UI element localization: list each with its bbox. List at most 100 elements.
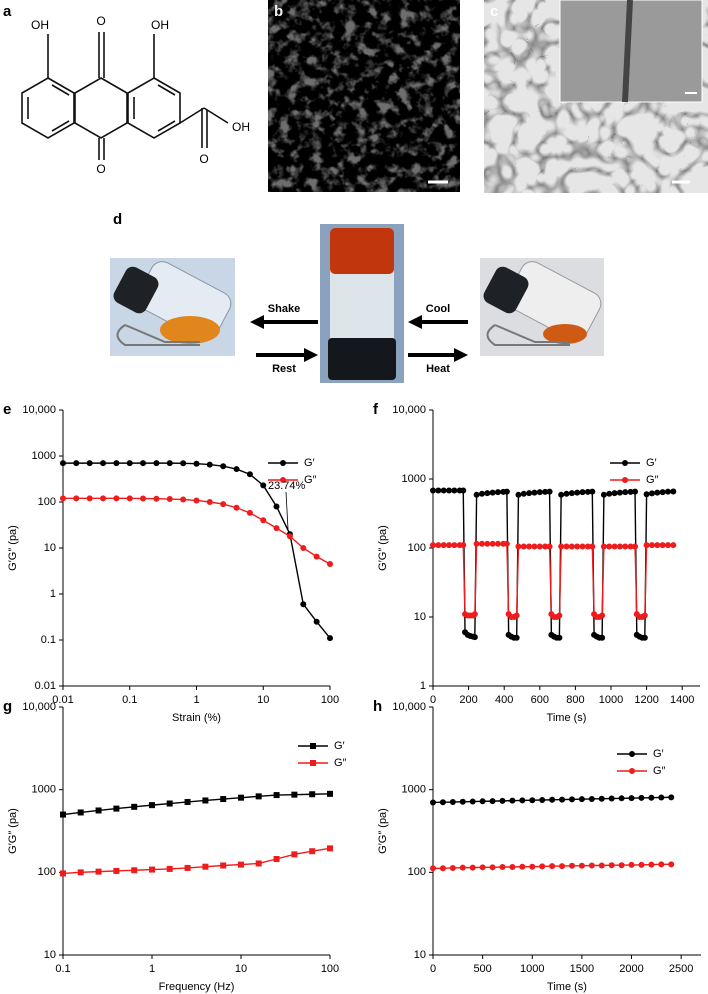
data-point	[546, 543, 553, 550]
data-point	[430, 799, 436, 806]
sem-texture	[268, 0, 460, 192]
data-point	[246, 471, 253, 478]
legend-marker	[629, 751, 635, 757]
data-point	[539, 796, 546, 803]
atom: OH	[232, 120, 250, 134]
x-tick-label: 1200	[634, 694, 658, 706]
y-tick-label: 100	[408, 542, 426, 554]
data-point	[542, 543, 549, 550]
legend-label: G″	[646, 474, 659, 486]
data-point	[313, 553, 320, 560]
x-tick-label: 100	[321, 963, 339, 975]
data-point	[608, 862, 615, 869]
data-point	[113, 867, 120, 874]
data-point	[473, 540, 480, 547]
data-point	[291, 791, 298, 798]
data-point	[546, 488, 553, 495]
data-point	[238, 794, 244, 801]
data-point	[643, 542, 650, 549]
legend-marker	[622, 460, 628, 466]
y-axis-label: G′G″ (pa)	[377, 525, 389, 571]
data-point	[77, 809, 84, 816]
data-point	[616, 543, 623, 550]
data-point	[77, 869, 84, 876]
data-point	[584, 543, 591, 550]
series-line	[62, 793, 331, 816]
data-point	[520, 490, 527, 497]
annotation: 23.74%	[268, 480, 306, 492]
data-point	[473, 491, 480, 498]
data-point	[478, 540, 485, 547]
data-point	[632, 488, 639, 495]
data-point	[95, 868, 102, 875]
y-tick-label: 10	[414, 949, 426, 961]
data-point	[599, 634, 606, 641]
data-point	[494, 489, 501, 496]
panel-label: a	[3, 3, 12, 20]
data-point	[460, 542, 467, 549]
data-point	[246, 509, 253, 516]
data-point	[559, 796, 566, 803]
data-point	[668, 794, 675, 801]
data-point	[628, 795, 635, 802]
panel-label: f	[373, 401, 379, 418]
data-point	[515, 543, 522, 550]
data-point	[220, 501, 227, 508]
data-point	[536, 543, 543, 550]
data-point	[180, 460, 187, 467]
data-point	[484, 490, 491, 497]
x-tick-label: 600	[531, 694, 549, 706]
data-point	[313, 618, 320, 625]
panel-label: h	[373, 698, 382, 715]
data-point	[654, 489, 661, 496]
legend-marker	[622, 477, 628, 483]
data-point	[149, 802, 155, 809]
data-point	[430, 542, 436, 549]
y-tick-label: 100	[38, 866, 56, 878]
data-point	[469, 798, 476, 805]
data-point	[654, 542, 661, 549]
data-point	[131, 803, 138, 810]
data-point	[643, 491, 650, 498]
x-axis-label: Time (s)	[547, 712, 587, 724]
data-point	[549, 863, 556, 870]
x-tick-label: 1000	[599, 694, 623, 706]
x-tick-label: 0.1	[122, 694, 137, 706]
photo-center	[320, 224, 404, 383]
x-tick-label: 500	[473, 963, 491, 975]
data-point	[494, 540, 501, 547]
data-point	[220, 796, 227, 803]
data-point	[260, 482, 267, 489]
data-point	[558, 491, 565, 498]
data-point	[459, 864, 466, 871]
data-point	[489, 864, 496, 871]
data-point	[471, 634, 478, 641]
data-point	[140, 460, 147, 467]
legend-marker	[310, 760, 316, 766]
arrows	[250, 315, 468, 362]
data-point	[556, 612, 563, 619]
data-point	[600, 491, 607, 498]
data-point	[113, 495, 120, 502]
data-point	[233, 466, 240, 473]
action-label: Shake	[268, 303, 300, 315]
y-tick-label: 1000	[32, 450, 56, 462]
data-point	[600, 543, 607, 550]
data-point	[664, 488, 671, 495]
data-point	[100, 495, 107, 502]
data-point	[670, 488, 677, 495]
atom: O	[96, 14, 105, 28]
data-point	[184, 864, 191, 871]
data-point	[435, 542, 442, 549]
data-point	[206, 499, 213, 505]
data-point	[628, 861, 635, 868]
x-axis-label: Time (s)	[547, 981, 587, 993]
data-point	[611, 543, 618, 550]
data-point	[327, 560, 333, 567]
data-point	[140, 495, 147, 502]
data-point	[153, 460, 160, 467]
data-point	[220, 862, 227, 869]
data-point	[273, 525, 280, 532]
data-point	[489, 798, 496, 805]
data-point	[255, 860, 262, 867]
